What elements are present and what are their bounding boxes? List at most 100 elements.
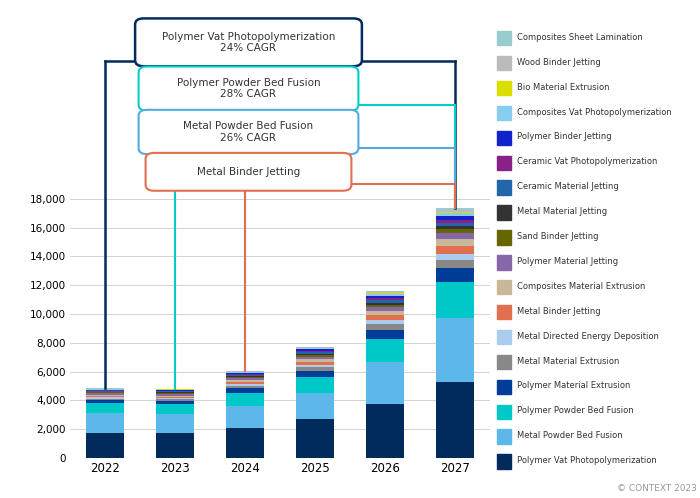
Bar bbox=[295, 354, 335, 355]
Bar bbox=[365, 303, 404, 305]
Bar bbox=[85, 389, 125, 390]
Bar bbox=[225, 406, 265, 428]
Bar bbox=[365, 291, 404, 292]
Bar bbox=[497, 330, 511, 344]
Bar bbox=[225, 382, 265, 383]
Bar bbox=[155, 414, 195, 433]
Bar bbox=[155, 390, 195, 391]
Bar bbox=[497, 379, 511, 394]
Text: Ceramic Vat Photopolymerization: Ceramic Vat Photopolymerization bbox=[517, 157, 658, 166]
Bar bbox=[365, 307, 404, 311]
Bar bbox=[295, 418, 335, 458]
Text: Metal Material Jetting: Metal Material Jetting bbox=[517, 207, 608, 216]
Bar bbox=[365, 404, 404, 458]
Text: Metal Directed Energy Deposition: Metal Directed Energy Deposition bbox=[517, 332, 659, 341]
Text: Wood Binder Jetting: Wood Binder Jetting bbox=[517, 58, 601, 67]
Bar bbox=[155, 399, 195, 401]
Bar bbox=[295, 376, 335, 392]
Text: Metal Binder Jetting: Metal Binder Jetting bbox=[517, 307, 601, 316]
Text: Composites Sheet Lamination: Composites Sheet Lamination bbox=[517, 33, 643, 42]
Bar bbox=[497, 56, 511, 70]
Bar bbox=[497, 106, 511, 120]
Bar bbox=[435, 216, 474, 220]
Bar bbox=[435, 226, 474, 229]
Text: Metal Binder Jetting: Metal Binder Jetting bbox=[197, 167, 300, 177]
Bar bbox=[435, 382, 474, 458]
Bar bbox=[225, 378, 265, 380]
Bar bbox=[295, 350, 335, 351]
Bar bbox=[295, 355, 335, 357]
Bar bbox=[225, 383, 265, 385]
Bar bbox=[85, 396, 125, 397]
Bar bbox=[497, 130, 511, 145]
Bar bbox=[155, 398, 195, 399]
Bar bbox=[497, 155, 511, 170]
Bar bbox=[85, 399, 125, 400]
Text: Polymer Powder Bed Fusion
28% CAGR: Polymer Powder Bed Fusion 28% CAGR bbox=[176, 78, 321, 100]
Bar bbox=[497, 429, 511, 444]
Bar bbox=[435, 253, 474, 260]
Bar bbox=[365, 305, 404, 307]
Bar bbox=[225, 375, 265, 376]
Bar bbox=[497, 81, 511, 95]
Bar bbox=[225, 374, 265, 375]
Bar bbox=[435, 260, 474, 268]
Bar bbox=[497, 31, 511, 45]
Bar bbox=[365, 315, 404, 320]
Bar bbox=[155, 395, 195, 397]
Bar bbox=[85, 433, 125, 458]
Bar bbox=[435, 281, 474, 318]
Bar bbox=[435, 240, 474, 246]
Bar bbox=[155, 391, 195, 392]
Bar bbox=[435, 210, 474, 212]
Text: Bio Material Extrusion: Bio Material Extrusion bbox=[517, 83, 610, 92]
Bar bbox=[497, 355, 511, 369]
Text: Metal Material Extrusion: Metal Material Extrusion bbox=[517, 357, 620, 366]
Bar bbox=[497, 205, 511, 220]
Bar bbox=[85, 391, 125, 392]
Bar bbox=[365, 362, 404, 404]
Bar bbox=[155, 393, 195, 394]
Bar bbox=[85, 413, 125, 433]
Bar bbox=[85, 400, 125, 403]
Bar bbox=[225, 380, 265, 382]
Bar bbox=[225, 373, 265, 374]
Bar bbox=[225, 385, 265, 388]
Text: Metal Powder Bed Fusion
26% CAGR: Metal Powder Bed Fusion 26% CAGR bbox=[183, 121, 314, 143]
Bar bbox=[497, 454, 511, 469]
Bar bbox=[435, 209, 474, 210]
Bar bbox=[295, 392, 335, 418]
Bar bbox=[435, 234, 474, 240]
Bar bbox=[295, 351, 335, 352]
Bar bbox=[295, 349, 335, 350]
Bar bbox=[497, 404, 511, 419]
Bar bbox=[85, 395, 125, 396]
Text: Polymer Material Jetting: Polymer Material Jetting bbox=[517, 257, 618, 266]
Bar bbox=[365, 339, 404, 362]
Bar bbox=[365, 293, 404, 294]
Bar bbox=[295, 365, 335, 368]
Bar bbox=[365, 330, 404, 339]
Bar bbox=[295, 362, 335, 365]
Bar bbox=[497, 230, 511, 245]
Bar bbox=[295, 348, 335, 349]
Text: Polymer Powder Bed Fusion: Polymer Powder Bed Fusion bbox=[517, 406, 634, 415]
Bar bbox=[85, 397, 125, 399]
Bar bbox=[365, 324, 404, 330]
Bar bbox=[365, 298, 404, 300]
Bar bbox=[85, 390, 125, 391]
Bar bbox=[155, 394, 195, 395]
Bar bbox=[295, 347, 335, 348]
Bar bbox=[435, 246, 474, 253]
Text: Composites Material Extrusion: Composites Material Extrusion bbox=[517, 282, 645, 291]
Text: Polymer Vat Photopolymerization: Polymer Vat Photopolymerization bbox=[517, 456, 657, 465]
Bar bbox=[435, 229, 474, 234]
Bar bbox=[435, 223, 474, 226]
Bar bbox=[435, 213, 474, 216]
Bar bbox=[155, 397, 195, 398]
Bar bbox=[85, 393, 125, 395]
Text: Sand Binder Jetting: Sand Binder Jetting bbox=[517, 232, 598, 241]
Bar bbox=[155, 404, 195, 414]
Bar bbox=[295, 357, 335, 360]
Bar bbox=[497, 280, 511, 294]
